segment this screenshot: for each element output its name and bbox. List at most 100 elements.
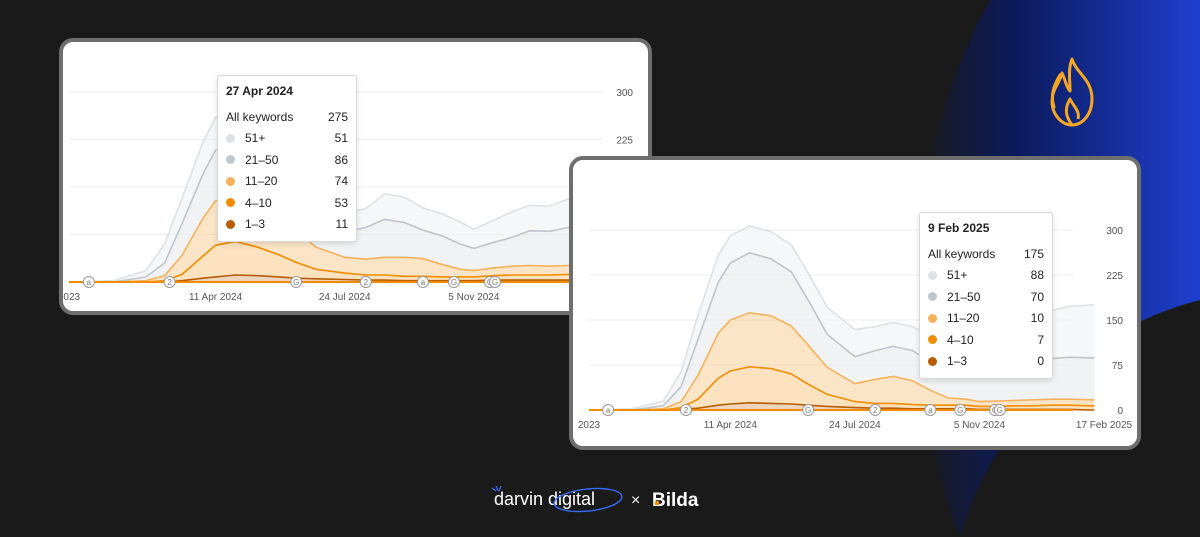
chart-card-2: 0 75 150 225 300 2023 11 Apr 2024 24 Jul 2024 5 …	[569, 156, 1141, 450]
event-marker[interactable]: a	[416, 276, 429, 288]
tooltip-label: 1–3	[947, 354, 968, 369]
legend-dot-4-10	[928, 335, 937, 345]
tooltip-row-11-20: 11–20 10	[928, 308, 1044, 330]
tooltip-label: 4–10	[947, 332, 974, 347]
event-marker-label: a	[87, 278, 92, 287]
x-tick-label: 17 Feb 2025	[1076, 420, 1133, 431]
tooltip-label: 21–50	[245, 152, 279, 167]
event-marker-label: a	[421, 278, 426, 287]
brand-logo: darvin digital × Bilda	[491, 485, 699, 513]
event-marker-label: G	[293, 278, 299, 287]
tooltip-value: 70	[1030, 289, 1044, 304]
event-marker-label: 2	[684, 406, 689, 415]
x-tick-label: 11 Apr 2024	[189, 292, 243, 303]
event-marker[interactable]: 2	[359, 276, 372, 288]
tooltip-value: 10	[1030, 311, 1044, 326]
legend-dot-4-10	[226, 198, 235, 208]
tooltip-label: 4–10	[245, 195, 272, 210]
y-tick-label: 75	[1112, 361, 1124, 372]
y-tick-label: 300	[1106, 226, 1123, 237]
tooltip-value: 0	[1037, 354, 1044, 369]
event-marker-label: a	[606, 406, 611, 415]
tooltip-value: 86	[334, 152, 348, 167]
tooltip-label: 21–50	[947, 289, 981, 304]
tooltip-value: 74	[334, 174, 348, 189]
tooltip-date: 9 Feb 2025	[928, 221, 990, 235]
tooltip-label: 51+	[245, 131, 266, 146]
tooltip-row-51plus: 51+ 88	[928, 265, 1044, 287]
event-marker-label: 2	[873, 406, 878, 415]
event-marker[interactable]: 2	[869, 404, 882, 416]
event-marker-label: 2	[167, 278, 172, 287]
event-marker-label: 2	[364, 278, 369, 287]
brand-right-name: Bilda	[652, 490, 699, 511]
series-line-4	[68, 106, 604, 283]
brand-swoosh	[553, 487, 623, 513]
x-axis: 2023 11 Apr 2024 24 Jul 2024 5 Nov 2024 17 F…	[578, 420, 1133, 431]
x-tick-label: 5 Nov 2024	[954, 420, 1006, 431]
legend-dot-21-50	[226, 155, 235, 165]
series-line-1	[589, 365, 1095, 411]
tooltip-value: 7	[1037, 332, 1044, 347]
series-area-1	[69, 241, 603, 282]
event-marker[interactable]: 2	[163, 276, 176, 288]
x-tick-label: 24 Jul 2024	[829, 420, 881, 431]
brand-left-name: darvin digital	[494, 489, 595, 509]
legend-dot-21-50	[928, 292, 937, 302]
tooltip-label: 11–20	[245, 174, 278, 189]
tooltip-value: 88	[1030, 268, 1044, 283]
event-marker[interactable]: G	[802, 404, 815, 416]
y-tick-label: 225	[616, 136, 633, 147]
tooltip-row-all: All keywords 175	[928, 243, 1044, 265]
tooltip-row-4-10: 4–10 53	[226, 192, 348, 214]
x-tick-label: 11 Apr 2024	[704, 420, 758, 431]
series-area-2	[589, 312, 1095, 410]
series-area-2	[69, 194, 603, 282]
y-tick-label: 225	[1106, 271, 1123, 282]
tooltip-label: All keywords	[928, 246, 996, 261]
tooltip-row-11-20: 11–20 74	[226, 171, 348, 193]
tooltip-row-21-50: 21–50 86	[226, 149, 348, 171]
y-tick-label: 0	[1117, 406, 1123, 417]
event-marker-label: G	[957, 406, 963, 415]
tooltip-value: 51	[334, 131, 348, 146]
tooltip-label: 51+	[947, 268, 968, 283]
brand-accent-mark	[655, 501, 659, 505]
event-marker[interactable]: a	[924, 404, 937, 416]
tooltip-value: 11	[335, 217, 348, 232]
y-tick-label: 150	[1106, 316, 1123, 327]
legend-dot-51plus	[928, 270, 937, 280]
tooltip-row-21-50: 21–50 70	[928, 286, 1044, 308]
tooltip-date: 27 Apr 2024	[226, 84, 293, 98]
series-area-0	[69, 275, 603, 282]
tooltip-label: 11–20	[947, 311, 980, 326]
event-marker-label: G	[805, 406, 811, 415]
event-marker-label: G	[451, 278, 457, 287]
event-marker-label: G	[492, 278, 498, 287]
event-marker[interactable]: G	[488, 276, 501, 288]
event-marker[interactable]: G	[954, 404, 967, 416]
event-marker[interactable]: 2	[680, 404, 693, 416]
legend-dot-51plus	[226, 133, 235, 143]
event-marker-label: a	[928, 406, 933, 415]
event-marker[interactable]: a	[82, 276, 95, 288]
tooltip-value: 175	[1023, 246, 1044, 261]
event-markers: a2G2aGGG	[82, 276, 501, 288]
series-line-3	[69, 139, 604, 283]
event-marker[interactable]: G	[447, 276, 460, 288]
tooltip-label: All keywords	[226, 109, 294, 124]
series-area-4	[69, 107, 603, 282]
event-markers: a2G2aGGG	[602, 404, 1006, 416]
x-tick-label: 5 Nov 2024	[448, 292, 500, 303]
event-marker[interactable]: G	[290, 276, 303, 288]
event-marker[interactable]: G	[993, 404, 1006, 416]
chart-tooltip-1: 27 Apr 2024 All keywords 275 51+ 51 21–5…	[217, 75, 357, 242]
event-marker[interactable]: a	[602, 404, 615, 416]
y-tick-label: 300	[616, 88, 633, 99]
tooltip-row-1-3: 1–3 0	[928, 351, 1044, 373]
legend-dot-11-20	[226, 176, 235, 186]
x-tick-label: 2023	[578, 420, 601, 431]
series-area-0	[589, 402, 1095, 410]
